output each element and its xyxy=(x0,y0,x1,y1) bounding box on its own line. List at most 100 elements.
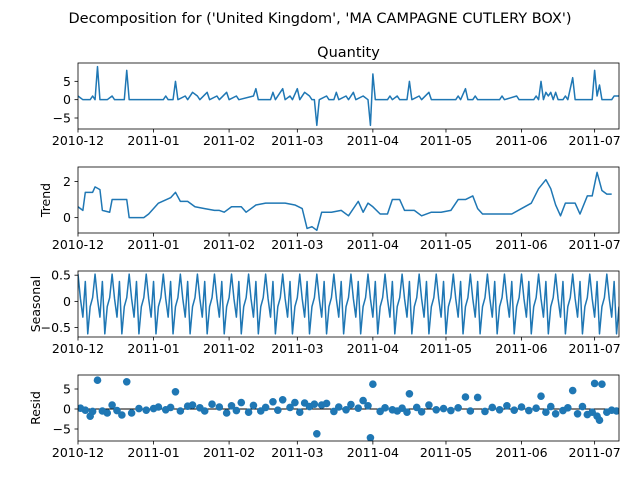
resid-point-60 xyxy=(403,408,411,417)
observed-series-line xyxy=(78,65,619,127)
resid-point-80 xyxy=(537,392,545,401)
resid-point-35 xyxy=(274,406,282,415)
seasonal-xtick-label: 2011-06 xyxy=(495,341,547,356)
trend-ytick-label: 2 xyxy=(63,174,71,189)
resid-point-91 xyxy=(590,379,599,388)
resid-point-36 xyxy=(278,396,287,404)
resid-point-23 xyxy=(200,407,209,415)
observed-xtick-label: 2011-02 xyxy=(203,133,255,148)
resid-xtick-label: 2010-12 xyxy=(52,445,104,460)
seasonal-xtick-label: 2011-01 xyxy=(127,341,179,356)
figure-suptitle: Decomposition for ('United Kingdom', 'MA… xyxy=(69,11,572,27)
resid-point-46 xyxy=(330,407,338,416)
resid-point-51 xyxy=(359,396,367,405)
resid-point-75 xyxy=(503,402,511,410)
resid-point-62 xyxy=(412,403,421,412)
resid-point-69 xyxy=(461,393,470,401)
seasonal-ytick-label: 0.5 xyxy=(51,268,71,283)
resid-point-63 xyxy=(417,408,426,416)
trend-xtick-label: 2011-04 xyxy=(347,237,399,252)
resid-point-85 xyxy=(564,404,572,412)
resid-xtick-label: 2011-06 xyxy=(495,445,547,460)
resid-axes-frame xyxy=(77,374,620,442)
resid-point-97 xyxy=(612,407,619,415)
observed-axes-frame xyxy=(77,62,620,130)
trend-xtick-label: 2011-06 xyxy=(495,237,547,252)
observed-xtick-label: 2011-04 xyxy=(347,133,399,148)
resid-point-79 xyxy=(532,404,540,413)
resid-xtick-label: 2011-07 xyxy=(569,445,621,460)
resid-point-34 xyxy=(269,398,277,406)
seasonal-xtick-label: 2011-04 xyxy=(347,341,399,356)
resid-point-38 xyxy=(291,398,299,407)
resid-point-83 xyxy=(551,410,560,418)
resid-point-10 xyxy=(122,378,131,386)
resid-point-61 xyxy=(405,390,414,398)
resid-point-81 xyxy=(542,408,550,417)
trend-ylabel: Trend xyxy=(38,183,53,218)
observed-title: Quantity xyxy=(317,45,380,61)
resid-point-13 xyxy=(142,406,151,415)
resid-point-73 xyxy=(488,403,497,412)
resid-point-49 xyxy=(347,400,355,409)
resid-point-72 xyxy=(481,407,489,416)
seasonal-xtick-label: 2010-12 xyxy=(52,341,104,356)
resid-ytick-label: 5 xyxy=(63,382,71,397)
observed-xtick-label: 2011-07 xyxy=(569,133,621,148)
seasonal-xtick-label: 2011-02 xyxy=(203,341,255,356)
resid-panel: 2010-12 2011-01 2011-02 2011-03 2011-04 2011-… xyxy=(28,374,621,460)
trend-axes-frame xyxy=(77,166,620,234)
resid-point-6 xyxy=(103,409,112,417)
trend-ytick-label: 0 xyxy=(63,210,71,225)
resid-point-54 xyxy=(369,380,377,389)
resid-point-33 xyxy=(261,403,270,412)
resid-point-18 xyxy=(171,388,180,396)
resid-point-93 xyxy=(595,416,604,425)
trend-panel: 2010-12 2011-01 2011-02 2011-03 2011-04 2011-… xyxy=(38,166,621,252)
resid-point-19 xyxy=(176,407,185,415)
resid-point-11 xyxy=(127,409,136,417)
trend-series-line xyxy=(78,171,612,232)
resid-data xyxy=(78,376,619,441)
resid-point-64 xyxy=(425,401,433,409)
resid-point-8 xyxy=(113,406,121,415)
resid-point-17 xyxy=(166,403,175,412)
seasonal-ytick-label: −0.5 xyxy=(41,320,71,335)
resid-point-78 xyxy=(525,406,533,415)
resid-point-53 xyxy=(366,434,375,441)
resid-ylabel: Resid xyxy=(28,391,43,425)
resid-point-48 xyxy=(342,406,350,414)
resid-point-71 xyxy=(473,393,482,402)
resid-xtick-label: 2011-01 xyxy=(127,445,179,460)
resid-point-26 xyxy=(222,409,231,417)
resid-xtick-label: 2011-04 xyxy=(347,445,399,460)
panels: 2010-12 2011-01 2011-02 2011-03 2011-04 2011-… xyxy=(28,45,621,460)
resid-point-45 xyxy=(322,399,331,408)
resid-point-42 xyxy=(310,400,319,409)
observed-ytick-label: 5 xyxy=(63,74,71,89)
observed-xtick-label: 2011-05 xyxy=(420,133,472,148)
resid-ytick-label: −5 xyxy=(53,422,71,437)
resid-point-7 xyxy=(108,401,116,409)
seasonal-ylabel: Seasonal xyxy=(28,276,43,333)
resid-ytick-label: 0 xyxy=(63,402,71,417)
resid-point-25 xyxy=(215,403,224,411)
trend-xtick-label: 2010-12 xyxy=(52,237,104,252)
resid-point-70 xyxy=(466,407,475,415)
observed-xtick-label: 2010-12 xyxy=(52,133,104,148)
resid-point-12 xyxy=(135,404,143,413)
seasonal-xtick-label: 2011-07 xyxy=(569,341,621,356)
observed-ytick-label: 0 xyxy=(63,92,71,107)
resid-point-86 xyxy=(568,386,577,395)
observed-xtick-label: 2011-01 xyxy=(127,133,179,148)
resid-point-31 xyxy=(249,401,258,410)
seasonal-data xyxy=(78,273,619,335)
resid-point-30 xyxy=(244,408,253,417)
seasonal-panel: 2010-12 2011-01 2011-02 2011-03 2011-04 2011-… xyxy=(28,268,621,356)
observed-xtick-label: 2011-06 xyxy=(495,133,547,148)
resid-point-56 xyxy=(381,404,389,412)
resid-point-9 xyxy=(118,411,126,419)
resid-xtick-label: 2011-02 xyxy=(203,445,255,460)
resid-point-24 xyxy=(208,400,216,409)
